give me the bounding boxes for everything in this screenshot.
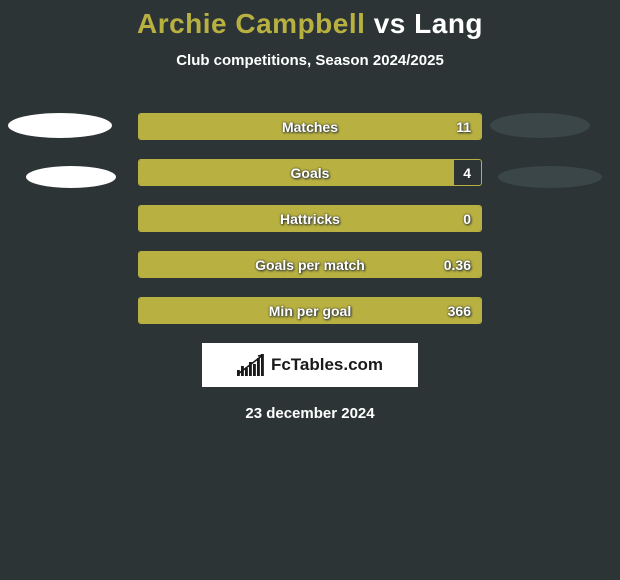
player1-name: Archie Campbell: [137, 8, 365, 39]
decorative-ellipse: [8, 113, 112, 138]
stat-row: Min per goal 366: [138, 297, 482, 324]
stat-value: 4: [463, 165, 471, 181]
decorative-ellipse: [498, 166, 602, 188]
stat-label: Matches: [282, 119, 338, 135]
decorative-ellipse: [490, 113, 590, 138]
stat-value: 11: [456, 119, 471, 135]
page-title: Archie Campbell vs Lang: [0, 8, 620, 40]
stat-value: 0: [463, 211, 471, 227]
stat-row: Goals 4: [138, 159, 482, 186]
stats-area: Matches 11 Goals 4 Hattricks 0 Goals per match…: [0, 113, 620, 324]
vs-separator: vs: [374, 8, 406, 39]
subtitle: Club competitions, Season 2024/2025: [0, 52, 620, 69]
brand-chart-icon: [237, 354, 265, 376]
brand-box[interactable]: FcTables.com: [202, 343, 418, 387]
date-line: 23 december 2024: [0, 405, 620, 422]
stat-row: Hattricks 0: [138, 205, 482, 232]
stat-label: Min per goal: [269, 303, 351, 319]
player2-name: Lang: [414, 8, 483, 39]
stat-rows: Matches 11 Goals 4 Hattricks 0 Goals per match…: [138, 113, 482, 324]
stat-value: 366: [448, 303, 471, 319]
comparison-widget: Archie Campbell vs Lang Club competition…: [0, 0, 620, 422]
stat-row: Goals per match 0.36: [138, 251, 482, 278]
decorative-ellipse: [26, 166, 116, 188]
stat-label: Goals: [291, 165, 330, 181]
stat-row: Matches 11: [138, 113, 482, 140]
stat-label: Goals per match: [255, 257, 365, 273]
brand-text: FcTables.com: [271, 355, 383, 375]
stat-value: 0.36: [444, 257, 471, 273]
stat-label: Hattricks: [280, 211, 340, 227]
